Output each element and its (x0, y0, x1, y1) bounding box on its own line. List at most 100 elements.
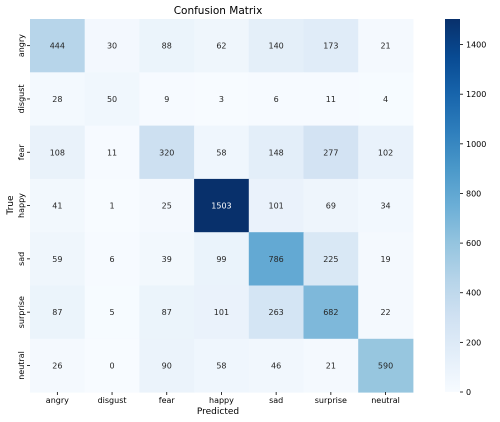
y-tick-label: happy (17, 193, 26, 218)
heatmap-cell (248, 19, 304, 73)
heatmap-cell (30, 125, 86, 180)
x-tick-label: sad (269, 396, 283, 405)
colorbar-tick-label: 200 (466, 338, 481, 347)
heatmap-cell (303, 285, 359, 340)
heatmap-cell (30, 285, 86, 340)
cell-value-label: 69 (326, 202, 336, 211)
x-axis-label: Predicted (197, 407, 239, 417)
colorbar-tick-label: 0 (466, 388, 471, 397)
cell-value-label: 3 (219, 95, 224, 104)
cell-value-label: 320 (159, 148, 174, 157)
heatmap-cell (358, 125, 414, 180)
cell-value-label: 21 (326, 361, 336, 370)
heatmap-cell (194, 232, 250, 286)
y-tick-label: disgust (17, 84, 26, 113)
cell-value-label: 6 (110, 255, 115, 264)
cell-value-label: 19 (380, 255, 390, 264)
heatmap-cell (30, 178, 86, 233)
heatmap-cell (30, 72, 86, 127)
cell-value-label: 34 (380, 202, 390, 211)
heatmap-cell (358, 72, 414, 127)
x-tick-label: disgust (98, 396, 127, 405)
cell-value-label: 88 (162, 42, 172, 51)
colorbar-tick-label: 400 (466, 289, 481, 298)
y-tick-label: fear (17, 144, 26, 161)
cell-value-label: 87 (162, 308, 172, 317)
heatmap-cell (194, 125, 250, 180)
heatmap-cell (30, 232, 86, 286)
x-tick-label: fear (159, 396, 176, 405)
heatmap-cell (30, 338, 86, 393)
cell-value-label: 41 (52, 202, 62, 211)
heatmap-cell (139, 232, 195, 286)
heatmap-cell (303, 72, 359, 127)
heatmap-cell (139, 338, 195, 393)
heatmap-cell (30, 19, 86, 73)
cell-value-label: 277 (323, 148, 338, 157)
heatmap-cell (139, 285, 195, 340)
cell-value-label: 90 (162, 361, 172, 370)
cell-value-label: 22 (380, 308, 390, 317)
cell-value-label: 173 (323, 42, 338, 51)
chart-title: Confusion Matrix (174, 5, 263, 17)
heatmap-cell (139, 125, 195, 180)
cell-value-label: 59 (52, 255, 62, 264)
cell-value-label: 5 (110, 308, 115, 317)
heatmap-cell (84, 125, 140, 180)
cell-value-label: 102 (378, 148, 393, 157)
heatmap-cell (248, 338, 304, 393)
heatmap-cell (84, 232, 140, 286)
heatmap-cell (303, 178, 359, 233)
heatmap-cell (358, 19, 414, 73)
cell-value-label: 30 (107, 42, 117, 51)
heatmap-cell (194, 72, 250, 127)
cell-value-label: 225 (323, 255, 338, 264)
cell-value-label: 99 (216, 255, 226, 264)
heatmap-cell (139, 178, 195, 233)
heatmap-cell (248, 72, 304, 127)
heatmap-cell (248, 232, 304, 286)
cell-value-label: 786 (269, 255, 284, 264)
heatmap-cell (84, 72, 140, 127)
heatmap-cell (139, 19, 195, 73)
heatmap-cell (248, 285, 304, 340)
colorbar-tick-label: 600 (466, 239, 481, 248)
heatmap-cell (84, 338, 140, 393)
heatmap-cell (358, 285, 414, 340)
cell-value-label: 0 (110, 361, 115, 370)
cell-value-label: 58 (216, 361, 226, 370)
y-tick-label: surprise (17, 296, 26, 328)
cell-value-label: 11 (326, 95, 336, 104)
cell-value-label: 4 (383, 95, 388, 104)
cell-value-label: 263 (269, 308, 284, 317)
colorbar-ticks: 0 200 400 600 800 1000 1200 1400 (460, 41, 486, 397)
cell-value-label: 25 (162, 202, 172, 211)
cell-value-label: 62 (216, 42, 226, 51)
cell-value-label: 148 (269, 148, 284, 157)
cell-value-label: 140 (269, 42, 284, 51)
x-tick-label: surprise (315, 396, 347, 405)
heatmap-cell (248, 125, 304, 180)
heatmap-cell (358, 338, 414, 393)
heatmap-cell (303, 338, 359, 393)
cell-value-label: 50 (107, 95, 117, 104)
heatmap-cell (303, 125, 359, 180)
x-tick-label: angry (46, 396, 69, 405)
y-tick-label: neutral (17, 351, 26, 380)
cell-value-label: 9 (164, 95, 169, 104)
colorbar-tick-label: 1200 (466, 90, 486, 99)
heatmap-cell (194, 338, 250, 393)
heatmap-cell (84, 19, 140, 73)
x-tick-label: neutral (371, 396, 400, 405)
heatmap-cell (194, 178, 250, 233)
y-tick-label: sad (17, 252, 26, 266)
heatmap-cell (139, 72, 195, 127)
heatmap-cell (248, 178, 304, 233)
heatmap-cell (358, 232, 414, 286)
colorbar (445, 19, 460, 392)
colorbar-tick-label: 800 (466, 189, 481, 198)
cell-value-label: 11 (107, 148, 117, 157)
x-tick-label: happy (209, 396, 234, 405)
